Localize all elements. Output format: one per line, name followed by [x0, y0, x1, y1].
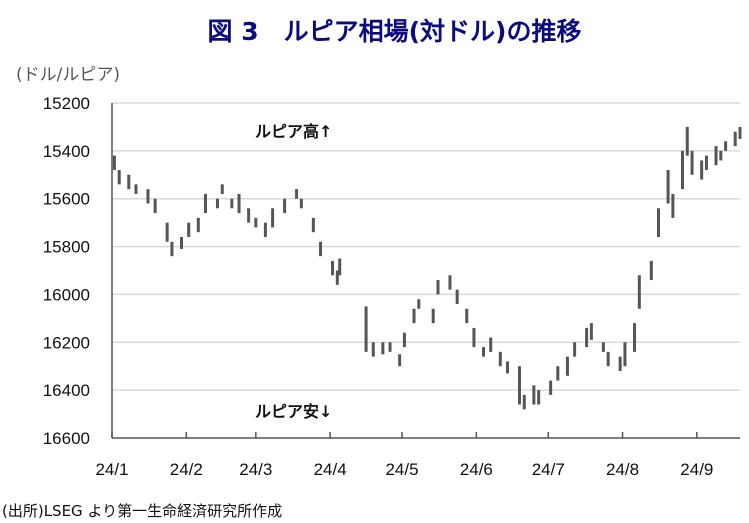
- price-range-bar: [623, 342, 627, 367]
- price-range-bar: [220, 184, 224, 194]
- price-range-bar: [455, 289, 459, 304]
- price-range-bar: [601, 342, 605, 352]
- price-range-bar: [388, 342, 392, 352]
- price-range-bar: [671, 193, 675, 218]
- price-range-bar: [700, 160, 704, 180]
- price-range-bar: [283, 198, 287, 214]
- price-range-bar: [498, 351, 502, 367]
- price-range-bar: [134, 184, 138, 194]
- price-range-bar: [165, 222, 169, 242]
- price-range-bar: [657, 208, 661, 237]
- y-axis-unit-label: (ドル/ルピア): [16, 65, 120, 85]
- annotation-rupiah-down: ルピア安↓: [255, 402, 332, 421]
- price-range-bar: [589, 323, 593, 340]
- price-range-bar: [489, 337, 493, 352]
- price-range-bar: [117, 170, 121, 185]
- price-range-bar: [398, 354, 402, 367]
- price-range-bar: [431, 308, 435, 324]
- y-tick-label: 16000: [43, 285, 90, 304]
- price-range-bar: [187, 222, 191, 237]
- price-range-bar: [299, 198, 303, 209]
- price-range-bar: [402, 332, 406, 348]
- source-note: (出所)LSEG より第一生命経済研究所作成: [2, 502, 283, 520]
- price-range-bar: [714, 146, 718, 166]
- price-range-bar: [254, 217, 258, 228]
- price-range-bar: [465, 308, 469, 324]
- price-range-bar: [146, 189, 150, 204]
- price-range-bar: [448, 275, 452, 290]
- price-range-bar: [472, 327, 476, 348]
- x-tick-label: 24/8: [606, 460, 639, 479]
- price-range-bar: [412, 308, 416, 324]
- price-range-bar: [738, 126, 742, 139]
- price-range-bar: [724, 141, 728, 151]
- annotation-rupiah-up: ルピア高↑: [255, 122, 332, 141]
- price-range-bar: [364, 306, 368, 352]
- price-range-bar: [237, 193, 241, 214]
- price-range-bar: [371, 342, 375, 357]
- price-range-bar: [247, 208, 251, 223]
- price-range-bar: [719, 150, 723, 161]
- x-tick-label: 24/4: [314, 460, 347, 479]
- x-tick-label: 24/3: [239, 460, 272, 479]
- price-range-bar: [505, 361, 509, 374]
- price-range-bar: [417, 299, 421, 309]
- price-range-bar: [112, 155, 116, 170]
- price-range-bar: [573, 342, 577, 357]
- price-range-bar: [271, 208, 275, 228]
- price-range-bar: [263, 222, 267, 237]
- x-tick-label: 24/6: [460, 460, 493, 479]
- price-range-bar: [170, 241, 174, 257]
- price-range-bar: [565, 356, 569, 376]
- price-range-bar: [338, 258, 342, 276]
- price-range-bar: [666, 170, 670, 204]
- price-range-bar: [335, 270, 339, 285]
- price-range-bar: [517, 366, 521, 405]
- price-range-bar: [633, 323, 637, 352]
- price-range-bar: [482, 347, 486, 357]
- y-tick-label: 15400: [43, 142, 90, 161]
- price-range-bar: [685, 126, 689, 156]
- price-range-bar: [690, 150, 694, 175]
- price-range-bar: [733, 131, 737, 147]
- x-tick-label: 24/2: [170, 460, 203, 479]
- price-range-bar: [549, 380, 553, 395]
- price-range-bar: [203, 193, 207, 214]
- x-tick-label: 24/9: [680, 460, 713, 479]
- y-tick-label: 15800: [43, 238, 90, 257]
- price-range-bar: [704, 155, 708, 170]
- y-tick-label: 16600: [43, 429, 90, 448]
- y-tick-label: 15600: [43, 190, 90, 209]
- price-range-bar: [381, 342, 385, 355]
- price-range-bar: [215, 198, 219, 209]
- price-range-bar: [127, 174, 131, 190]
- y-tick-label: 16200: [43, 333, 90, 352]
- price-range-bar: [522, 394, 526, 410]
- x-tick-label: 24/1: [95, 460, 128, 479]
- price-range-bar: [606, 351, 610, 367]
- price-range-bar: [556, 366, 560, 381]
- x-tick-label: 24/5: [385, 460, 418, 479]
- price-range-bar: [196, 217, 200, 233]
- chart-title: 図 3 ルピア相場(対ドル)の推移: [207, 17, 582, 46]
- price-range-bar: [153, 198, 157, 214]
- price-range-bar: [649, 260, 653, 281]
- x-tick-label: 24/7: [532, 460, 565, 479]
- price-range-bar: [537, 390, 541, 405]
- y-tick-label: 15200: [43, 94, 90, 113]
- price-range-bar: [311, 217, 315, 233]
- price-range-bar: [532, 385, 536, 405]
- price-range-bar: [618, 356, 622, 371]
- price-range-bar: [585, 327, 589, 348]
- price-range-bar: [180, 237, 184, 249]
- price-range-bar: [295, 189, 299, 199]
- y-tick-label: 16400: [43, 381, 90, 400]
- price-range-bar: [230, 198, 234, 209]
- price-range-bar: [319, 241, 323, 257]
- price-range-bar: [680, 150, 684, 190]
- price-range-bar: [637, 275, 641, 309]
- price-range-bar: [331, 260, 335, 276]
- price-range-bar: [436, 280, 440, 295]
